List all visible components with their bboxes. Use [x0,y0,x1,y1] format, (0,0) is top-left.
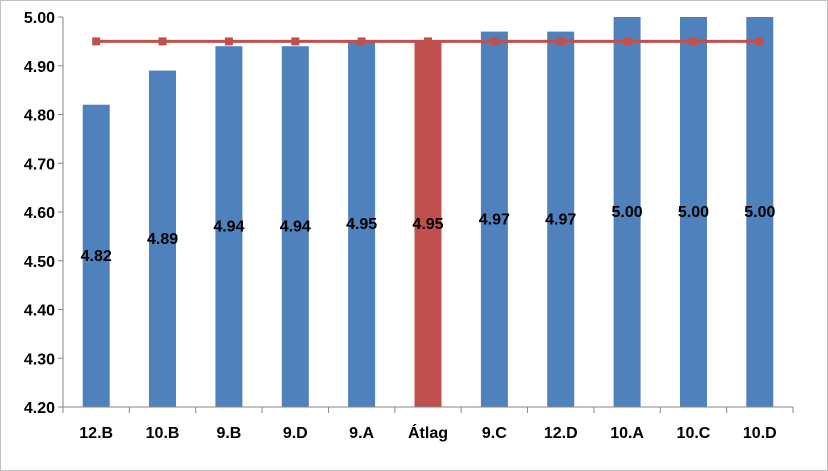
data-label-0: 4.82 [81,248,112,265]
bar-6 [480,31,508,407]
reference-marker-8 [623,37,632,46]
x-tick-label-2: 9.B [216,425,241,442]
bar-5 [414,41,442,408]
y-tick-label-6: 4.80 [24,108,55,125]
reference-marker-3 [291,37,300,46]
reference-marker-5 [424,37,432,46]
x-tick-label-5: Átlag [408,423,448,442]
y-tick-label-3: 4.50 [24,254,55,271]
data-label-9: 5.00 [678,204,709,221]
reference-marker-1 [158,37,167,46]
bar-7 [547,31,575,407]
data-label-7: 4.97 [545,211,576,228]
y-tick-label-1: 4.30 [24,351,55,368]
y-tick-label-0: 4.20 [24,400,55,417]
y-tick-label-5: 4.70 [24,156,55,173]
x-tick-label-9: 10.C [677,425,711,442]
x-tick-label-1: 10.B [146,425,180,442]
y-tick-label-4: 4.60 [24,205,55,222]
x-tick-label-7: 12.D [544,425,578,442]
bar-0 [82,104,110,407]
data-label-8: 5.00 [612,204,643,221]
bar-8 [613,17,641,407]
reference-marker-9 [689,37,698,46]
x-tick-label-0: 12.B [79,425,113,442]
reference-marker-6 [490,37,499,46]
y-tick-label-7: 4.90 [24,59,55,76]
bar-1 [149,70,176,407]
data-label-2: 4.94 [213,219,244,236]
bar-4 [348,41,376,408]
data-label-3: 4.94 [280,219,311,236]
reference-marker-10 [755,37,764,46]
reference-marker-2 [224,37,233,46]
reference-marker-0 [92,37,101,46]
data-label-4: 4.95 [346,216,377,233]
x-tick-label-3: 9.D [283,425,308,442]
y-tick-label-2: 4.40 [24,303,55,320]
data-label-5: 4.95 [412,216,443,233]
x-tick-label-4: 9.A [349,425,374,442]
bar-2 [215,46,243,407]
bar-3 [281,46,309,407]
bar-10 [746,17,774,407]
y-tick-label-8: 5.00 [24,10,55,27]
x-tick-label-6: 9.C [482,425,507,442]
data-label-6: 4.97 [479,211,510,228]
reference-marker-7 [556,37,565,46]
data-label-10: 5.00 [744,204,775,221]
data-label-1: 4.89 [147,231,178,248]
reference-marker-4 [357,37,366,46]
x-tick-label-10: 10.D [743,425,777,442]
bar-9 [680,17,707,407]
x-tick-label-8: 10.A [610,425,644,442]
